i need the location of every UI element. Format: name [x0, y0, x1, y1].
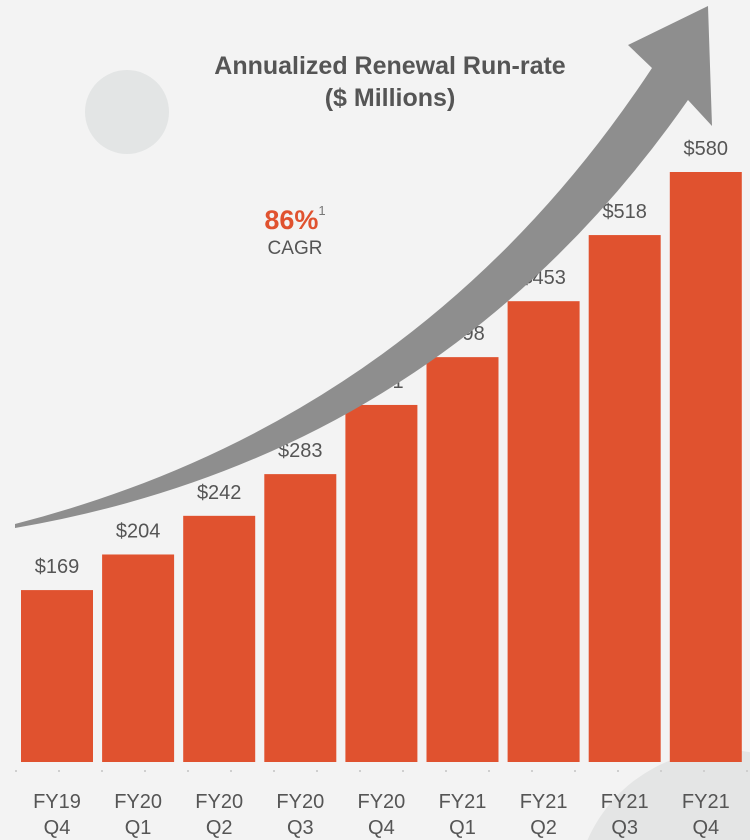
axis-dot — [273, 770, 275, 772]
x-tick-label: Q4 — [368, 817, 395, 839]
axis-dot — [488, 770, 490, 772]
axis-dot — [144, 770, 146, 772]
footnote-marker: 1 — [318, 203, 326, 218]
x-tick-label: Q3 — [287, 817, 314, 839]
bar — [345, 404, 418, 762]
axis-dot — [617, 770, 619, 772]
axis-dot — [230, 770, 232, 772]
axis-dot — [15, 770, 17, 772]
bar — [21, 590, 93, 762]
x-tick-label: Q1 — [449, 817, 476, 839]
axis-dot — [402, 770, 404, 772]
x-tick-label: Q1 — [125, 817, 152, 839]
x-tick-label: FY21 — [439, 791, 487, 813]
x-tick-label: FY20 — [195, 791, 243, 813]
x-tick-label: FY20 — [357, 791, 405, 813]
subtitle-text: ($ Millions) — [324, 84, 456, 112]
title-text: Annualized Renewal Run-rate — [214, 52, 566, 80]
growth-arrow-icon — [15, 6, 712, 528]
axis-dot — [703, 770, 705, 772]
axis-dot — [574, 770, 576, 772]
axis-dot — [187, 770, 189, 772]
x-tick-label: FY21 — [520, 791, 568, 813]
value-label: $518 — [602, 201, 647, 223]
x-tick-label: FY19 — [33, 791, 81, 813]
x-tick-label: Q3 — [611, 817, 638, 839]
axis-dot — [316, 770, 318, 772]
axis-dot — [746, 770, 748, 772]
axis-dot — [660, 770, 662, 772]
x-tick-label: FY20 — [276, 791, 324, 813]
axis-dot — [531, 770, 533, 772]
cagr-value: 86% — [264, 205, 319, 235]
x-tick-label: FY21 — [682, 791, 730, 813]
axis-dot — [101, 770, 103, 772]
value-label: $242 — [197, 482, 242, 504]
axis-dot — [359, 770, 361, 772]
value-label: $204 — [116, 520, 161, 542]
cagr-annotation: 86%1 CAGR — [240, 203, 350, 260]
bar — [183, 515, 256, 762]
x-tick-label: Q4 — [692, 817, 719, 839]
x-tick-label: FY21 — [601, 791, 649, 813]
axis-dot — [58, 770, 60, 772]
x-tick-label: Q2 — [206, 817, 233, 839]
value-label: $169 — [35, 556, 80, 578]
bar — [426, 357, 499, 762]
bar — [264, 474, 337, 762]
x-tick-label: Q4 — [44, 817, 71, 839]
axis-dot — [445, 770, 447, 772]
bar — [588, 235, 661, 762]
value-label: $283 — [278, 440, 323, 462]
cagr-label: CAGR — [267, 238, 323, 259]
decorative-circle — [85, 70, 169, 154]
decorative-circle — [587, 749, 750, 840]
x-tick-label: Q2 — [530, 817, 557, 839]
bar — [669, 172, 742, 762]
chart-title: Annualized Renewal Run-rate ($ Millions) — [150, 50, 630, 114]
value-label: $580 — [684, 138, 729, 160]
x-tick-label: FY20 — [114, 791, 162, 813]
bar — [102, 554, 175, 762]
bar — [507, 301, 580, 762]
